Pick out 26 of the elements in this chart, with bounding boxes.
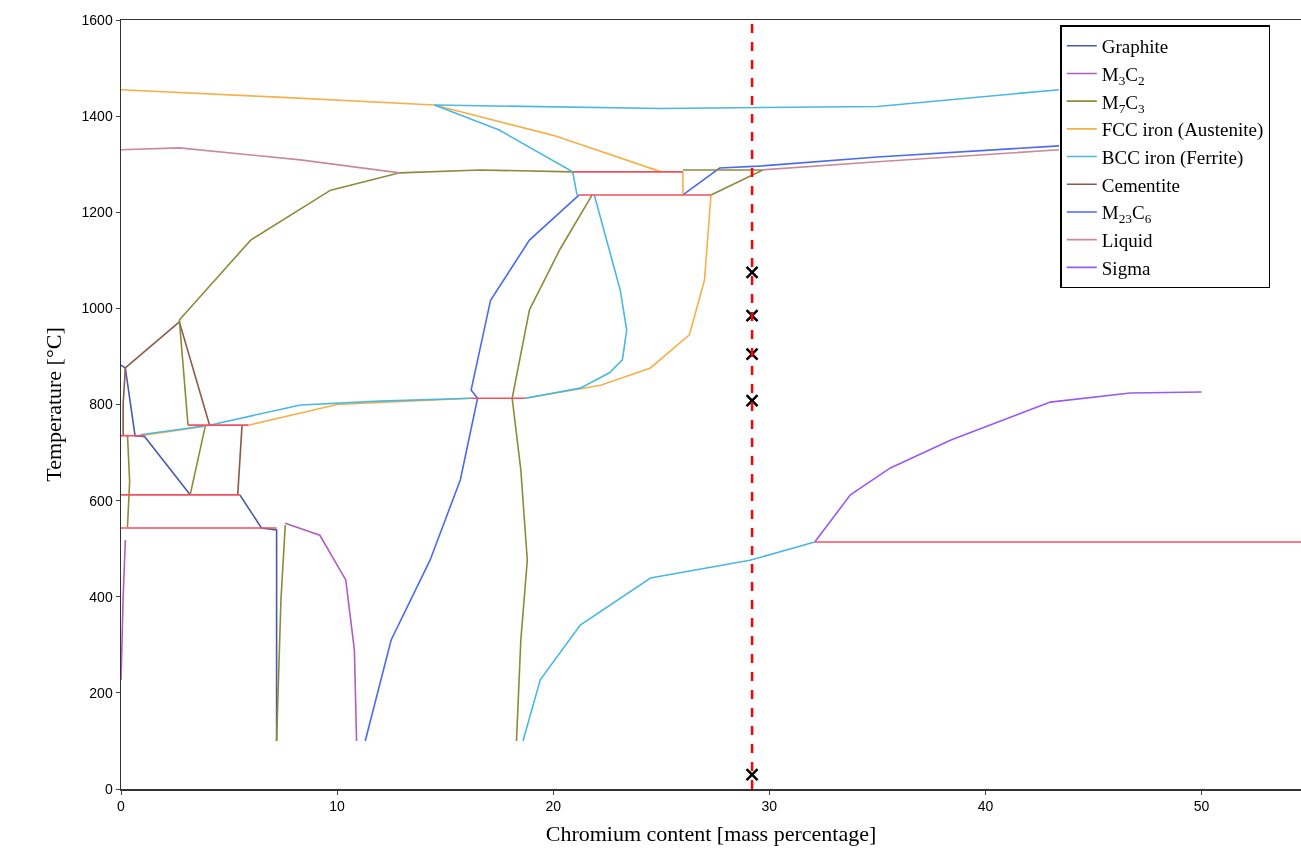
legend-label: M$_{23}$C$_{6}$ [1101, 202, 1152, 227]
y-tick-label: 400 [89, 588, 113, 605]
legend-label: Graphite [1101, 36, 1169, 58]
y-tick-label: 1000 [81, 300, 113, 317]
x-tick-label: 30 [761, 798, 778, 815]
legend-label: M$_{3}$C$_{2}$ [1101, 63, 1145, 88]
x-tick-label: 0 [117, 798, 126, 815]
y-tick-label: 1600 [81, 11, 113, 28]
y-tick-label: 1400 [81, 108, 113, 125]
y-tick-label: 1200 [81, 204, 113, 221]
legend-label: Liquid [1101, 230, 1153, 252]
y-tick-label: 0 [104, 780, 113, 797]
legend-label: Cementite [1101, 174, 1180, 196]
y-tick-label: 600 [89, 492, 113, 509]
legend-label: M$_{7}$C$_{3}$ [1101, 91, 1146, 116]
y-tick-label: 800 [89, 396, 113, 413]
y-tick-label: 200 [89, 684, 113, 701]
x-tick-label: 10 [329, 798, 346, 815]
x-axis-title: Chromium content [mass percentage] [545, 820, 877, 846]
legend-label: BCC iron (Ferrite) [1101, 146, 1244, 169]
x-tick-label: 50 [1193, 798, 1210, 815]
y-axis-title: Temperature [°C] [40, 327, 66, 482]
legend-label: Sigma [1101, 257, 1151, 279]
x-tick-label: 20 [545, 798, 562, 815]
legend-label: FCC iron (Austenite) [1101, 119, 1264, 142]
x-tick-label: 40 [977, 798, 994, 815]
